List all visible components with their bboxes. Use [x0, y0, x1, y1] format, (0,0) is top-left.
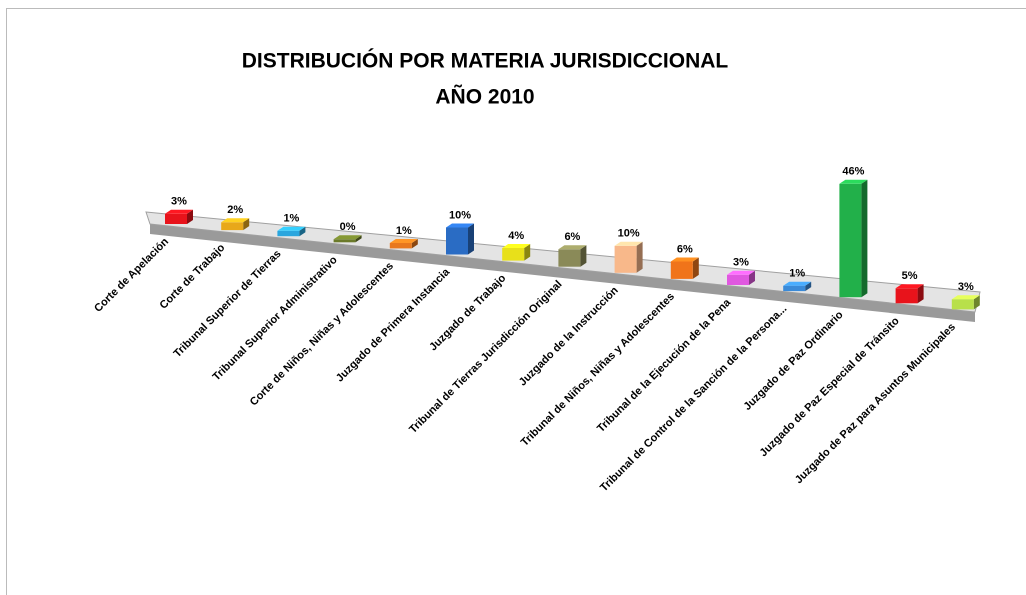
bar-side	[243, 218, 250, 231]
bar	[221, 222, 244, 231]
data-label: 2%	[227, 204, 243, 216]
bar-side	[805, 281, 812, 292]
bar-side	[692, 257, 699, 279]
data-label: 4%	[508, 230, 524, 242]
bar	[951, 299, 974, 310]
category-label: Corte de Trabajo	[158, 242, 228, 312]
bar-side	[355, 235, 362, 243]
bar-side	[749, 270, 755, 285]
bar-side	[299, 226, 306, 237]
bar	[165, 213, 187, 224]
bar-top	[221, 218, 250, 223]
bar-top	[502, 244, 531, 248]
bar-side	[187, 209, 193, 224]
bar-side	[861, 179, 868, 298]
bar	[558, 249, 581, 267]
data-label: 3%	[171, 196, 187, 208]
bar-top	[951, 295, 980, 300]
data-label: 6%	[677, 243, 693, 255]
data-label: 3%	[958, 281, 974, 293]
category-label: Juzgado de la Instrucción	[517, 284, 621, 388]
bar	[727, 274, 749, 285]
category-label: Tribunal Superior de Tierras	[171, 248, 283, 360]
category-label: Tribunal Superior Administrativo	[211, 254, 340, 383]
bar-side	[468, 223, 474, 255]
data-label: 1%	[283, 213, 299, 225]
category-label: Juzgado de Primera Instancia	[334, 266, 453, 385]
bar-top	[727, 270, 755, 275]
bar	[839, 183, 862, 298]
bar-top	[839, 179, 868, 184]
category-label: Corte de Niños, Niñas y Adolescentes	[248, 260, 396, 408]
data-label: 10%	[449, 209, 471, 221]
bar	[895, 288, 918, 304]
category-label: Juzgado de Paz Especial de Tránsito	[758, 315, 902, 459]
bar-side	[973, 295, 980, 310]
bar-top	[389, 239, 418, 243]
data-label: 1%	[789, 268, 805, 280]
data-label: 5%	[902, 270, 918, 282]
bar-top	[670, 257, 699, 262]
data-label: 0%	[340, 221, 356, 233]
bar-side	[411, 239, 418, 249]
bar-side	[636, 241, 643, 273]
data-label: 46%	[842, 166, 864, 178]
bar-top	[895, 284, 924, 289]
bar	[614, 245, 637, 273]
bar	[277, 230, 300, 237]
data-label: 1%	[396, 225, 412, 237]
bar-top	[783, 281, 812, 286]
bar-side	[580, 245, 587, 267]
bar-top	[558, 245, 587, 250]
chart-title: AÑO 2010	[435, 86, 534, 109]
bar-side	[917, 284, 924, 304]
chart-frame	[6, 8, 1026, 595]
chart-title: DISTRIBUCIÓN POR MATERIA JURISDICCIONAL	[242, 49, 729, 73]
bar-top	[165, 209, 193, 214]
bar	[389, 243, 412, 249]
bar	[670, 261, 693, 279]
data-label: 10%	[618, 228, 640, 240]
floor-edge	[150, 224, 975, 322]
bar	[446, 227, 468, 255]
bar	[502, 248, 525, 261]
bar-top	[446, 223, 474, 228]
bar	[333, 239, 356, 243]
data-label: 6%	[564, 231, 580, 243]
bar-top	[277, 226, 306, 231]
bar	[783, 285, 806, 292]
bar-side	[524, 244, 531, 261]
bar-top	[333, 235, 362, 240]
data-label: 3%	[733, 257, 749, 269]
category-label: Juzgado de Paz Ordinario	[742, 309, 846, 413]
category-label: Tribunal de la Ejecución de la Pena	[595, 296, 734, 435]
bar-top	[614, 241, 643, 246]
